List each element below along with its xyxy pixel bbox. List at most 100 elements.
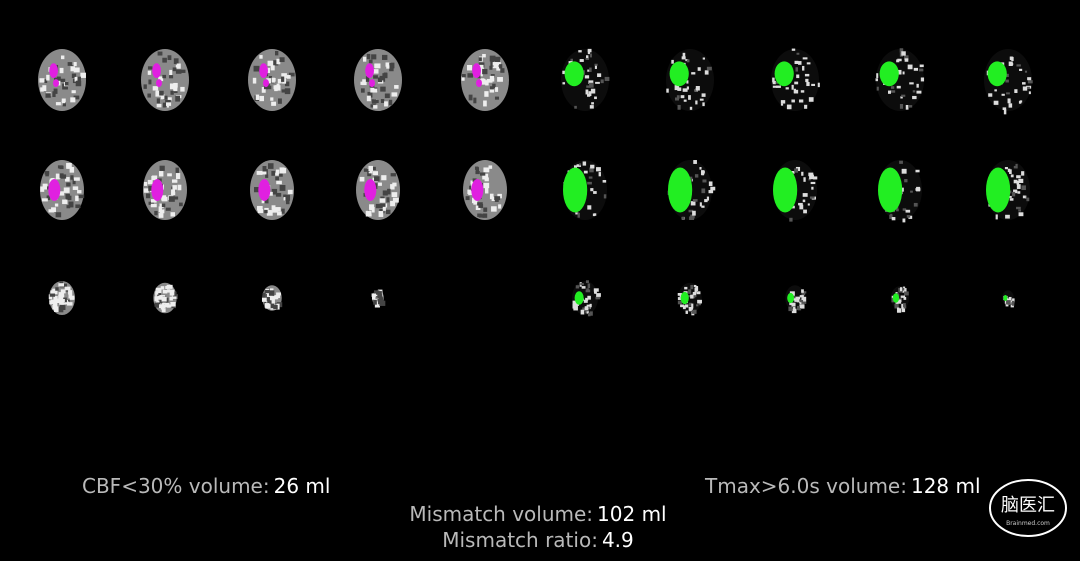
texture xyxy=(920,77,925,82)
texture xyxy=(693,89,697,92)
texture xyxy=(572,300,577,306)
texture xyxy=(905,104,909,110)
texture xyxy=(60,289,66,294)
texture xyxy=(48,294,53,300)
texture xyxy=(158,171,164,177)
texture xyxy=(278,98,282,104)
texture xyxy=(67,62,72,66)
texture xyxy=(275,50,279,56)
texture xyxy=(367,171,372,177)
tmax-label: Tmax>6.0s volume: xyxy=(704,474,907,498)
texture xyxy=(169,296,173,301)
texture xyxy=(681,216,685,220)
texture xyxy=(1021,171,1025,176)
texture xyxy=(155,91,162,97)
texture xyxy=(259,55,263,59)
texture xyxy=(912,90,916,93)
texture xyxy=(801,297,805,300)
texture xyxy=(372,171,379,176)
texture xyxy=(73,62,77,67)
texture xyxy=(179,202,183,207)
texture xyxy=(269,298,275,304)
texture xyxy=(478,57,482,62)
brain-slices xyxy=(38,48,1033,317)
texture xyxy=(467,64,473,71)
texture xyxy=(154,210,158,216)
texture xyxy=(373,75,378,79)
texture xyxy=(279,167,285,174)
core-lesion xyxy=(259,63,268,79)
texture xyxy=(73,67,80,73)
texture xyxy=(475,167,479,173)
texture xyxy=(46,195,51,201)
texture xyxy=(281,89,287,93)
watermark: 脑医汇 Brainmed.com xyxy=(989,479,1067,537)
texture xyxy=(472,197,478,204)
texture xyxy=(796,74,800,79)
texture xyxy=(374,302,380,308)
texture xyxy=(681,56,686,60)
texture xyxy=(906,215,911,218)
texture xyxy=(798,99,804,103)
texture xyxy=(157,295,163,300)
texture xyxy=(588,176,593,179)
texture xyxy=(372,293,376,300)
texture xyxy=(897,58,902,62)
texture xyxy=(277,302,283,308)
texture xyxy=(59,67,64,74)
texture xyxy=(690,294,694,299)
texture xyxy=(159,298,163,304)
watermark-subtext: Brainmed.com xyxy=(1006,520,1050,527)
texture xyxy=(677,292,682,296)
texture xyxy=(54,298,60,304)
texture xyxy=(494,96,500,100)
texture xyxy=(375,203,382,209)
texture xyxy=(697,299,702,304)
texture xyxy=(1017,191,1021,194)
texture xyxy=(63,297,67,303)
texture xyxy=(1021,185,1026,191)
core-lesion xyxy=(476,189,483,197)
texture xyxy=(143,188,149,193)
texture xyxy=(896,59,900,63)
texture xyxy=(580,309,585,315)
texture xyxy=(688,209,694,213)
texture xyxy=(813,176,818,180)
texture xyxy=(55,287,59,291)
texture xyxy=(798,61,802,65)
texture xyxy=(704,199,708,203)
texture xyxy=(1008,296,1012,302)
texture xyxy=(480,78,485,84)
texture xyxy=(1022,86,1028,91)
texture xyxy=(804,73,810,77)
texture xyxy=(585,57,590,60)
texture xyxy=(288,72,295,77)
texture xyxy=(791,99,795,103)
texture xyxy=(697,67,701,71)
texture xyxy=(171,179,178,183)
texture xyxy=(677,104,681,110)
texture xyxy=(484,177,489,182)
texture xyxy=(42,85,47,92)
texture xyxy=(159,209,165,214)
texture xyxy=(578,163,582,166)
texture xyxy=(899,287,903,292)
texture xyxy=(277,78,282,84)
texture xyxy=(155,291,159,295)
texture xyxy=(475,170,480,175)
texture xyxy=(686,295,692,298)
texture xyxy=(1008,61,1013,66)
texture xyxy=(275,176,280,181)
texture xyxy=(772,77,775,83)
texture xyxy=(254,187,260,193)
texture xyxy=(170,90,174,95)
texture xyxy=(597,73,602,78)
texture xyxy=(912,95,917,100)
texture xyxy=(391,192,398,198)
texture xyxy=(169,69,173,76)
texture xyxy=(791,48,796,51)
texture xyxy=(45,93,51,98)
texture xyxy=(478,204,484,208)
texture xyxy=(473,97,477,104)
texture xyxy=(50,290,54,296)
